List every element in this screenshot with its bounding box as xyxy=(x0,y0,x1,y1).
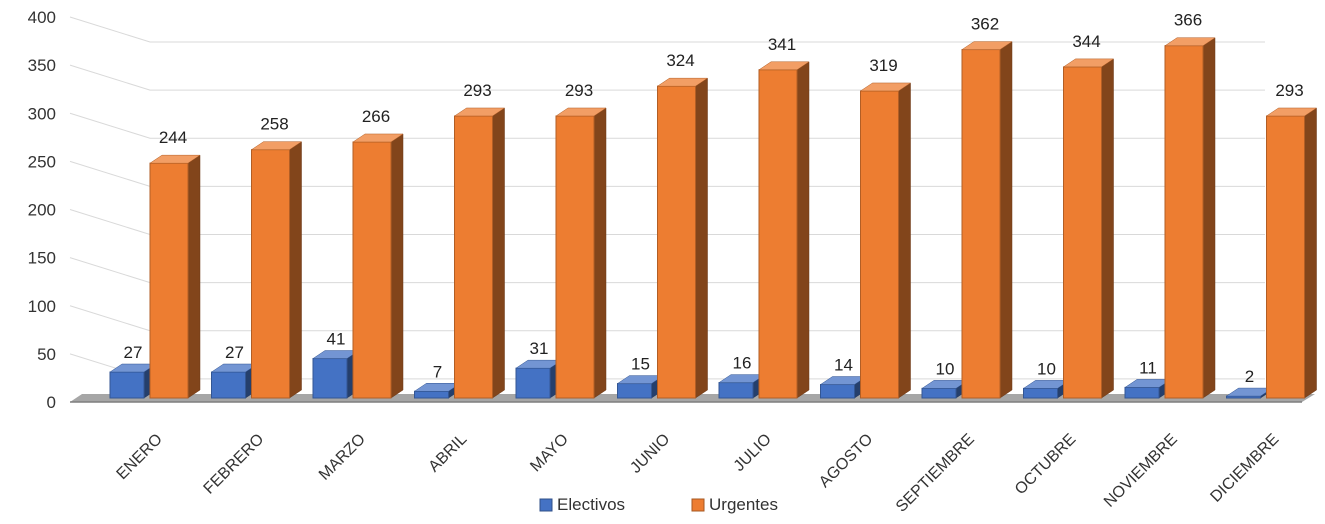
data-label-urgentes: 344 xyxy=(1072,32,1100,51)
bar-electivos xyxy=(718,374,766,399)
bar-urgentes xyxy=(1062,58,1115,399)
data-label-urgentes: 319 xyxy=(869,56,897,75)
data-labels: 27 244 27 258 41 266 7 293 31 293 15 324 16 341 14 319 1… xyxy=(124,11,1304,386)
x-tick-label: ABRIL xyxy=(426,431,471,476)
x-tick-label: FEBRERO xyxy=(201,431,268,498)
data-label-urgentes: 341 xyxy=(768,35,796,54)
bars xyxy=(109,37,1318,399)
x-tick-label: OCTUBRE xyxy=(1012,431,1079,498)
y-tick-label: 300 xyxy=(28,104,56,123)
y-tick-label: 50 xyxy=(37,345,56,364)
bar-urgentes xyxy=(1164,37,1216,399)
data-label-urgentes: 293 xyxy=(463,81,491,100)
bar-urgentes xyxy=(453,107,506,399)
y-tick-label: 0 xyxy=(47,393,56,412)
data-label-urgentes: 244 xyxy=(159,128,187,147)
x-tick-label: SEPTIEMBRE xyxy=(893,431,978,516)
bar-urgentes xyxy=(859,82,912,399)
data-label-electivos: 14 xyxy=(834,356,853,375)
data-label-urgentes: 293 xyxy=(1275,81,1303,100)
y-tick-label: 150 xyxy=(28,249,56,268)
x-tick-label: ENERO xyxy=(114,431,166,483)
bar-urgentes xyxy=(1265,107,1318,399)
data-label-electivos: 10 xyxy=(936,359,955,378)
y-tick-label: 100 xyxy=(28,297,56,316)
legend-swatch xyxy=(539,498,553,512)
data-label-electivos: 41 xyxy=(327,330,346,349)
bar-urgentes xyxy=(149,154,201,399)
data-label-urgentes: 324 xyxy=(666,51,694,70)
bar-electivos xyxy=(210,363,259,399)
y-tick-label: 250 xyxy=(28,152,56,171)
x-tick-label: JULIO xyxy=(731,431,775,475)
bar-electivos xyxy=(819,376,868,399)
bar-electivos xyxy=(312,350,360,399)
data-label-urgentes: 362 xyxy=(971,15,999,34)
data-label-urgentes: 293 xyxy=(565,81,593,100)
legend: Electivos Urgentes xyxy=(539,495,778,514)
x-tick-label: MARZO xyxy=(316,431,369,484)
y-tick-label: 400 xyxy=(28,8,56,27)
data-label-electivos: 10 xyxy=(1037,359,1056,378)
bar-urgentes xyxy=(352,133,404,399)
data-label-urgentes: 258 xyxy=(260,115,288,134)
bar-electivos xyxy=(109,363,157,399)
data-label-urgentes: 366 xyxy=(1174,11,1202,30)
data-label-electivos: 16 xyxy=(733,354,752,373)
bar-electivos xyxy=(616,375,665,399)
data-label-urgentes: 266 xyxy=(362,107,390,126)
data-label-electivos: 15 xyxy=(631,355,650,374)
data-label-electivos: 27 xyxy=(124,343,143,362)
data-label-electivos: 7 xyxy=(433,362,442,381)
legend-label: Urgentes xyxy=(709,495,778,514)
legend-swatch xyxy=(691,498,705,512)
bar-urgentes xyxy=(961,41,1013,399)
x-tick-label: MAYO xyxy=(527,431,572,476)
x-tick-label: DICIEMBRE xyxy=(1207,431,1282,506)
y-axis-ticks: 0 50 100 150 200 250 300 350 400 xyxy=(28,8,56,412)
data-label-electivos: 11 xyxy=(1139,358,1157,377)
data-label-electivos: 2 xyxy=(1245,367,1254,386)
bar-urgentes xyxy=(250,141,303,399)
x-tick-label: NOVIEMBRE xyxy=(1101,431,1181,511)
y-tick-label: 200 xyxy=(28,201,56,220)
bar-electivos xyxy=(1225,387,1274,399)
bar-urgentes xyxy=(656,77,709,399)
data-label-electivos: 27 xyxy=(225,343,244,362)
legend-label: Electivos xyxy=(557,495,625,514)
data-label-electivos: 31 xyxy=(530,339,549,358)
x-tick-label: JUNIO xyxy=(627,431,673,477)
bar-electivos xyxy=(515,359,563,399)
bar-urgentes xyxy=(758,61,810,399)
gridline xyxy=(69,16,1265,43)
bar-urgentes xyxy=(555,107,607,399)
y-tick-label: 350 xyxy=(28,56,56,75)
x-tick-label: AGOSTO xyxy=(816,431,876,491)
